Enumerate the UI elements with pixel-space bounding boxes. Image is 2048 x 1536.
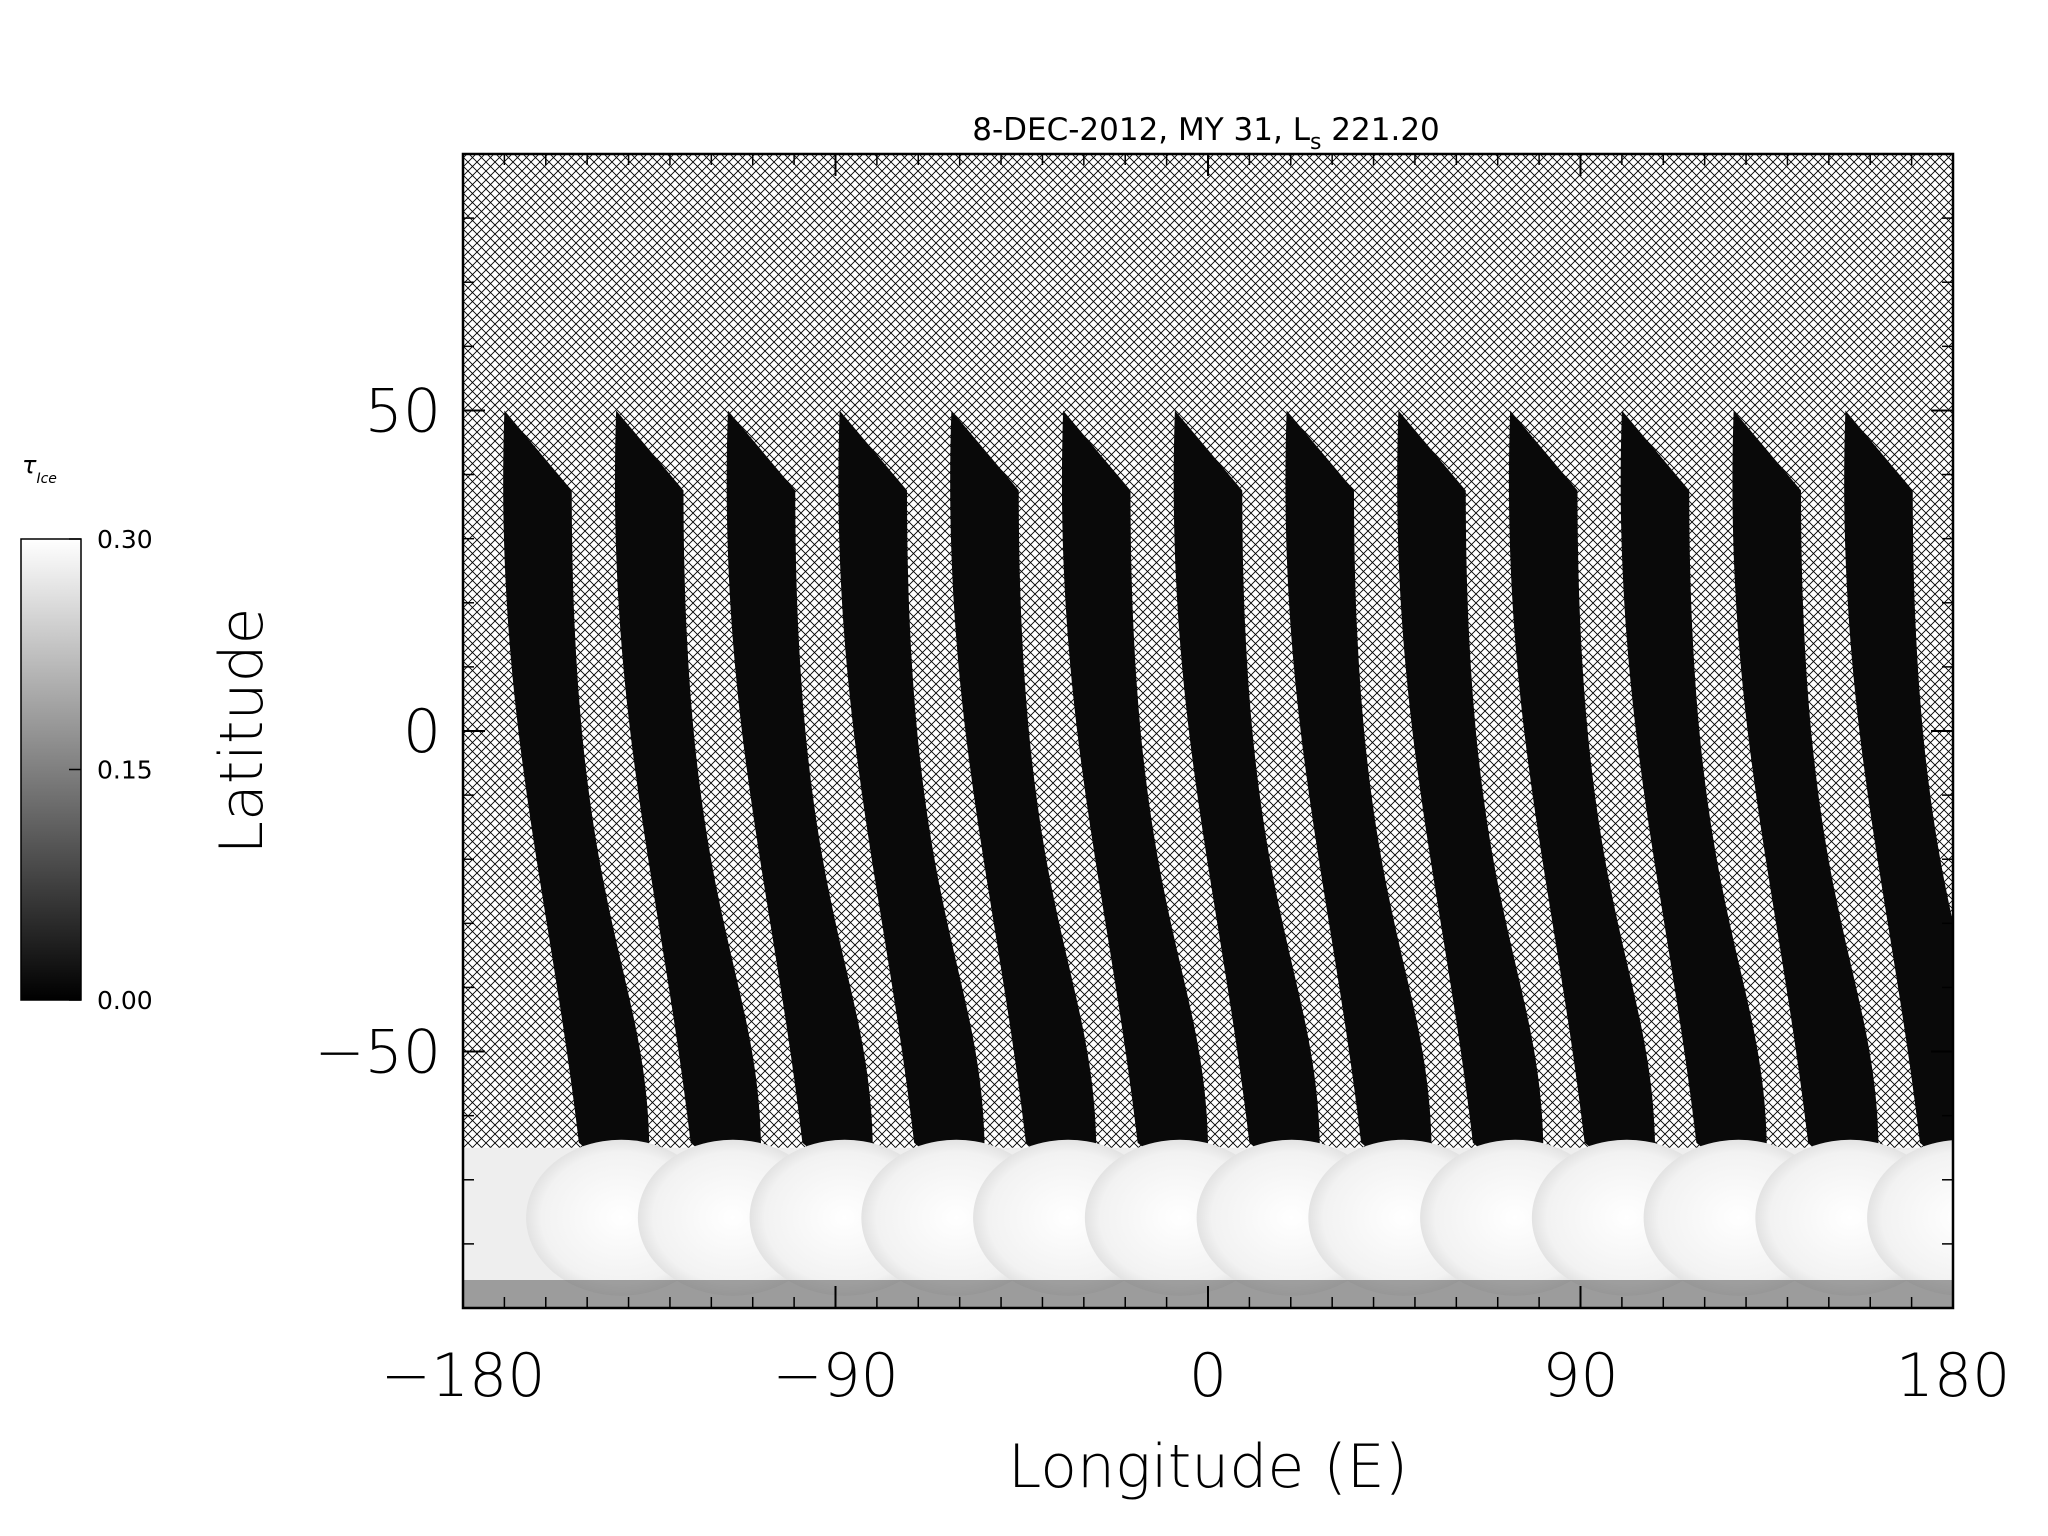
x-tick-label: −90 — [772, 1341, 899, 1411]
swath-8 — [1397, 410, 1544, 1188]
colorbar-tick-label: 0.15 — [97, 756, 153, 785]
swath-3 — [838, 410, 985, 1188]
x-axis-label: Longitude (E) — [1008, 1432, 1408, 1502]
colorbar-label-subscript: Ice — [36, 471, 56, 487]
swath-0 — [503, 410, 650, 1188]
swath-10 — [1620, 410, 1767, 1188]
title-main: 8-DEC-2012, MY 31, L — [972, 112, 1310, 148]
swath-1 — [614, 410, 761, 1188]
colorbar-tick-label: 0.00 — [97, 986, 153, 1015]
swath-11 — [1732, 410, 1879, 1188]
polar-cap-lobe-12 — [1867, 1140, 1953, 1296]
x-tick-label: 180 — [1896, 1341, 2011, 1411]
x-tick-label: 0 — [1189, 1341, 1227, 1411]
data-swaths — [503, 410, 1953, 1188]
y-tick-label: 50 — [365, 376, 441, 446]
x-tick-label: −180 — [381, 1341, 546, 1411]
chart-title: 8-DEC-2012, MY 31, Ls 221.20 — [972, 112, 1440, 155]
y-tick-label: −50 — [314, 1018, 441, 1088]
title-value: 221.20 — [1321, 112, 1439, 148]
colorbar-tick-label: 0.30 — [97, 525, 153, 554]
title-subscript: s — [1310, 130, 1321, 155]
swath-7 — [1285, 410, 1432, 1188]
x-tick-label: 90 — [1542, 1341, 1618, 1411]
polar-cap-region — [463, 1139, 1953, 1308]
swath-4 — [950, 410, 1097, 1188]
plot-area — [463, 154, 1953, 1308]
swath-2 — [726, 410, 873, 1188]
colorbar-ticks: 0.00 0.15 0.30 — [69, 525, 153, 1015]
colorbar: τIce 0.00 0.15 0.30 — [20, 451, 153, 1015]
y-axis-label: Latitude — [207, 608, 277, 855]
y-tick-label: 0 — [403, 697, 441, 767]
swath-5 — [1061, 410, 1208, 1188]
colorbar-label-main: τ — [22, 451, 37, 479]
swath-9 — [1508, 410, 1655, 1188]
swath-12 — [1844, 410, 1953, 1171]
y-axis: −50 0 50 — [314, 217, 1953, 1245]
swath-6 — [1173, 410, 1320, 1188]
x-axis: −180 −90 0 90 180 — [381, 154, 2011, 1411]
colorbar-label: τIce — [22, 451, 57, 487]
